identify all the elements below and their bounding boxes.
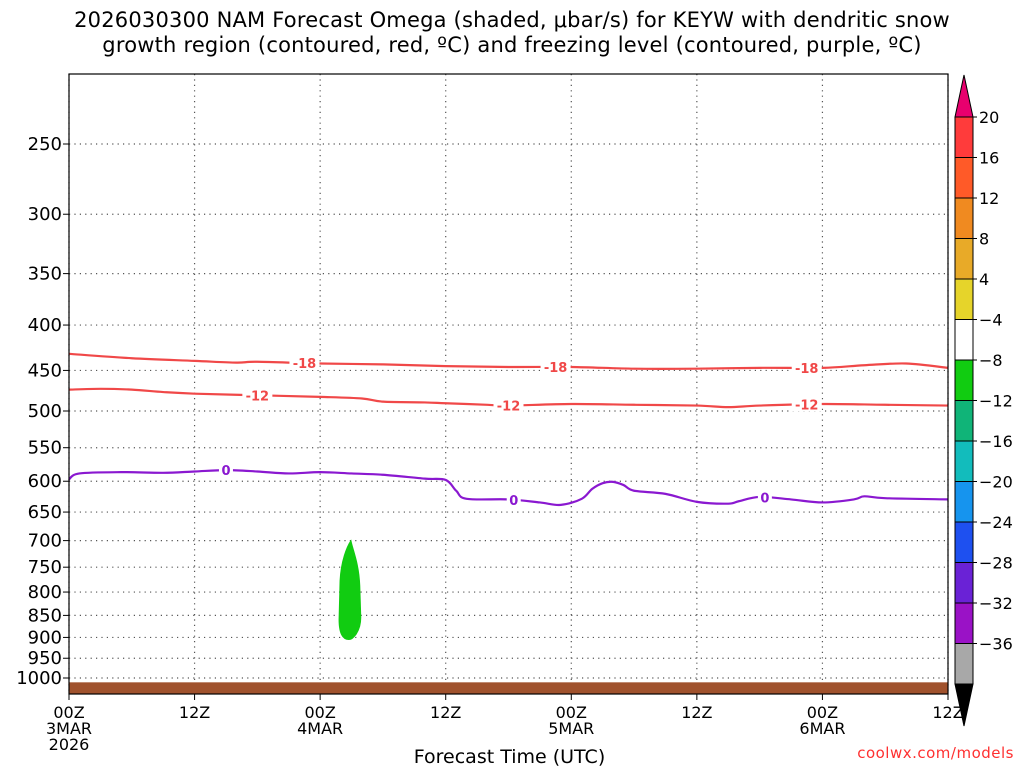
ground-surface <box>69 682 948 694</box>
y-tick-label: 550 <box>28 438 62 459</box>
y-tick-label: 600 <box>28 471 62 492</box>
y-tick-label: 650 <box>28 502 62 523</box>
x-tick-label: 00Z <box>304 703 335 722</box>
chart-title-line-1: 2026030300 NAM Forecast Omega (shaded, μ… <box>74 8 950 32</box>
colorbar-label: −16 <box>979 432 1013 451</box>
colorbar-segment <box>954 562 974 604</box>
contour-label-background <box>506 491 521 507</box>
y-tick-label: 800 <box>28 582 62 603</box>
plot-area-background <box>69 74 948 694</box>
plot-frame <box>68 73 949 695</box>
x-tick-label: 00Z <box>556 703 587 722</box>
colorbar-segment <box>954 643 974 685</box>
y-tick-label: 850 <box>28 605 62 626</box>
colorbar-top-arrow <box>954 74 974 118</box>
colorbar-label: 16 <box>979 149 999 168</box>
x-tick-label: 2026 <box>49 735 90 754</box>
colorbar-segment <box>954 481 974 523</box>
contour-label-background <box>791 396 822 412</box>
y-tick-label: 700 <box>28 531 62 552</box>
omega-shaded-region <box>338 539 362 641</box>
x-tick-label: 3MAR <box>46 719 92 738</box>
y-tick-label: 500 <box>28 401 62 422</box>
colorbar-label: 4 <box>979 270 989 289</box>
colorbar-segment <box>954 278 974 320</box>
contour-line-dgz-bottom <box>68 387 949 409</box>
contour-label-background <box>791 359 822 375</box>
contour-layer: -18 -18 -18 -12 -12 -12 0 0 0 <box>68 352 949 509</box>
contour-line-dgz-top <box>68 352 949 370</box>
contour-label: -18 <box>544 361 568 376</box>
colorbar-label: −20 <box>979 473 1013 492</box>
omega-shading <box>338 539 362 641</box>
colorbar-label: 12 <box>979 189 999 208</box>
x-tick-label: 12Z <box>430 703 461 722</box>
colorbar: 20 16 12 8 4 −4 −8 −12 −16 −20 −24 −28 −32 −36 <box>954 74 1013 727</box>
contour-label-background <box>493 397 524 413</box>
colorbar-segment <box>954 440 974 482</box>
colorbar-bottom-arrow <box>954 683 974 727</box>
x-tick-label: 12Z <box>681 703 712 722</box>
colorbar-segment <box>954 238 974 280</box>
x-tick-label: 5MAR <box>548 719 594 738</box>
colorbar-label: −24 <box>979 513 1013 532</box>
colorbar-segment <box>954 197 974 239</box>
contour-label-background <box>218 462 233 478</box>
contour-label: -12 <box>246 389 270 404</box>
contour-label: 0 <box>760 491 769 506</box>
colorbar-segment <box>954 319 974 361</box>
x-tick-label: 4MAR <box>297 719 343 738</box>
x-tick-label: 6MAR <box>799 719 845 738</box>
contour-label-background <box>242 387 273 403</box>
colorbar-segment <box>954 359 974 401</box>
contour-label: -12 <box>497 400 521 415</box>
colorbar-segment <box>954 157 974 199</box>
x-axis-title: Forecast Time (UTC) <box>413 746 606 768</box>
contour-label: -12 <box>795 398 819 413</box>
colorbar-label: −36 <box>979 635 1013 654</box>
chart-title: 2026030300 NAM Forecast Omega (shaded, μ… <box>0 8 1024 58</box>
colorbar-label: 8 <box>979 230 989 249</box>
colorbar-segment <box>954 400 974 442</box>
contour-label: -18 <box>293 357 317 372</box>
colorbar-segment <box>954 602 974 644</box>
y-tick-label: 900 <box>28 627 62 648</box>
colorbar-label: 20 <box>979 108 999 127</box>
contour-label: 0 <box>509 494 518 509</box>
y-tick-label: 450 <box>28 360 62 381</box>
colorbar-label: −8 <box>979 351 1003 370</box>
x-tick-label: 00Z <box>807 703 838 722</box>
contour-label-background <box>540 358 571 374</box>
chart-title-line-2: growth region (contoured, red, ºC) and f… <box>102 33 922 57</box>
site-credit: coolwx.com/models <box>857 744 1014 762</box>
y-tick-label: 750 <box>28 557 62 578</box>
colorbar-label: −32 <box>979 594 1013 613</box>
contour-label: -18 <box>795 362 819 377</box>
colorbar-label: −12 <box>979 392 1013 411</box>
y-axis: 2503003504004505005506006507007508008509… <box>16 134 69 689</box>
contour-label-background <box>757 489 772 505</box>
colorbar-label: −4 <box>979 311 1003 330</box>
y-tick-label: 300 <box>28 204 62 225</box>
colorbar-label: −28 <box>979 554 1013 573</box>
x-tick-label: 12Z <box>932 703 963 722</box>
y-tick-label: 350 <box>28 264 62 285</box>
colorbar-segment <box>954 521 974 563</box>
x-tick-label: 00Z <box>53 703 84 722</box>
colorbar-segment <box>954 116 974 158</box>
y-tick-label: 400 <box>28 315 62 336</box>
y-tick-label: 950 <box>28 648 62 669</box>
contour-label: 0 <box>221 464 230 479</box>
y-tick-label: 1000 <box>16 668 62 689</box>
contour-label-background <box>289 355 320 371</box>
y-tick-label: 250 <box>28 134 62 155</box>
x-tick-label: 12Z <box>179 703 210 722</box>
